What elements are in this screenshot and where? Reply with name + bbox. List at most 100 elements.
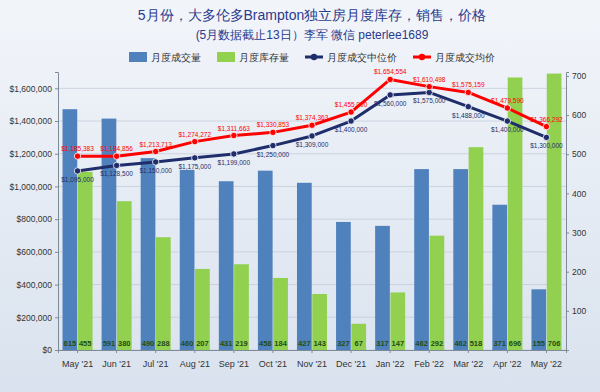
marker <box>465 89 471 95</box>
grid-line <box>58 186 566 187</box>
data-labels: 6155914904604314584273273174624623711554… <box>61 68 563 348</box>
marker <box>543 123 549 129</box>
bar <box>195 269 210 350</box>
line <box>78 92 547 170</box>
data-label: 147 <box>392 339 405 348</box>
tick: 200 <box>566 267 586 277</box>
data-label: $1,300,000 <box>530 142 563 149</box>
data-label: $1,095,000 <box>61 176 94 183</box>
bar <box>430 236 445 350</box>
tick: Dec '21 <box>336 350 366 369</box>
bar <box>219 181 234 350</box>
marker <box>504 118 510 124</box>
tick: 600 <box>566 110 586 120</box>
data-label: $1,309,000 <box>296 141 329 148</box>
tick-mark <box>55 186 58 187</box>
data-label: $1,199,000 <box>218 159 251 166</box>
data-label: 431 <box>220 339 233 348</box>
legend-item: 月度库存量 <box>217 52 289 63</box>
grid-line <box>58 317 566 318</box>
data-label: 380 <box>118 339 131 348</box>
background <box>0 0 600 392</box>
bar-series <box>63 109 547 350</box>
tick-label: 600 <box>572 110 586 120</box>
marker <box>152 148 158 154</box>
marker <box>74 153 80 159</box>
legend-swatch <box>217 52 235 62</box>
axis-line <box>59 351 567 354</box>
tick-mark <box>566 115 569 116</box>
data-label: 615 <box>64 339 77 348</box>
marker <box>543 134 549 140</box>
tick-mark <box>566 272 569 273</box>
data-label: 462 <box>415 339 428 348</box>
tick: $1,400,000 <box>9 116 58 126</box>
tick-mark <box>546 350 547 353</box>
tick-mark <box>468 350 469 353</box>
data-label: $1,400,000 <box>335 126 368 133</box>
tick-label: Aug '21 <box>180 359 210 369</box>
tick-mark <box>507 350 508 353</box>
tick-mark <box>566 193 569 194</box>
data-label: 371 <box>493 339 506 348</box>
tick-mark <box>390 350 391 353</box>
tick: Sep '21 <box>219 350 249 369</box>
marker <box>309 122 315 128</box>
tick: 100 <box>566 306 586 316</box>
tick-label: $1,000,000 <box>9 182 52 192</box>
y2-axis: 100200300400500600700 <box>566 71 586 350</box>
bar-series <box>78 74 562 350</box>
tick: 400 <box>566 189 586 199</box>
bar <box>531 289 546 350</box>
data-label: 155 <box>533 339 546 348</box>
tick-mark <box>351 350 352 353</box>
data-label: 462 <box>454 339 467 348</box>
tick-mark <box>55 317 58 318</box>
axis-line <box>567 73 570 351</box>
axis-line <box>55 73 59 351</box>
tick-label: $1,200,000 <box>9 149 52 159</box>
tick: Feb '22 <box>414 350 444 369</box>
data-label: 455 <box>79 339 92 348</box>
marker <box>387 76 393 82</box>
data-label: $1,654,554 <box>374 68 407 75</box>
data-label: $1,250,000 <box>257 151 290 158</box>
bar <box>375 226 390 350</box>
marker <box>348 109 354 115</box>
chart-svg: 6155914904604314584273273174624623711554… <box>0 0 600 392</box>
marker <box>231 132 237 138</box>
data-label: 67 <box>355 339 363 348</box>
data-label: 327 <box>337 339 350 348</box>
tick-label: 100 <box>572 306 586 316</box>
marker <box>231 151 237 157</box>
marker <box>426 83 432 89</box>
bar <box>156 237 171 350</box>
tick: 500 <box>566 149 586 159</box>
tick-mark <box>55 88 58 89</box>
grid-line <box>58 251 566 252</box>
data-label: 292 <box>431 339 444 348</box>
tick: $1,600,000 <box>9 84 58 94</box>
bar <box>234 264 249 350</box>
data-label: $1,575,000 <box>413 97 446 104</box>
data-label: 207 <box>196 339 209 348</box>
tick-label: 300 <box>572 228 586 238</box>
marker <box>74 168 80 174</box>
data-label: 460 <box>181 339 194 348</box>
marker <box>504 105 510 111</box>
data-label: $1,610,498 <box>413 76 446 83</box>
tick-label: 500 <box>572 149 586 159</box>
legend: 月度成交量月度库存量月度成交中位价月度成交均价 <box>129 52 495 63</box>
subtitle: (5月数据截止13日）李军 微信 peterlee1689 <box>196 28 429 42</box>
legend-label: 月度成交均价 <box>435 52 495 63</box>
tick-label: Dec '21 <box>336 359 366 369</box>
tick: May '21 <box>62 350 93 369</box>
data-label: $1,213,713 <box>139 141 172 148</box>
tick-label: May '21 <box>62 359 93 369</box>
bar <box>102 119 117 350</box>
bar <box>469 147 484 350</box>
data-label: 706 <box>548 339 561 348</box>
tick-mark <box>194 350 195 353</box>
grid <box>58 88 566 350</box>
bar <box>117 201 132 350</box>
